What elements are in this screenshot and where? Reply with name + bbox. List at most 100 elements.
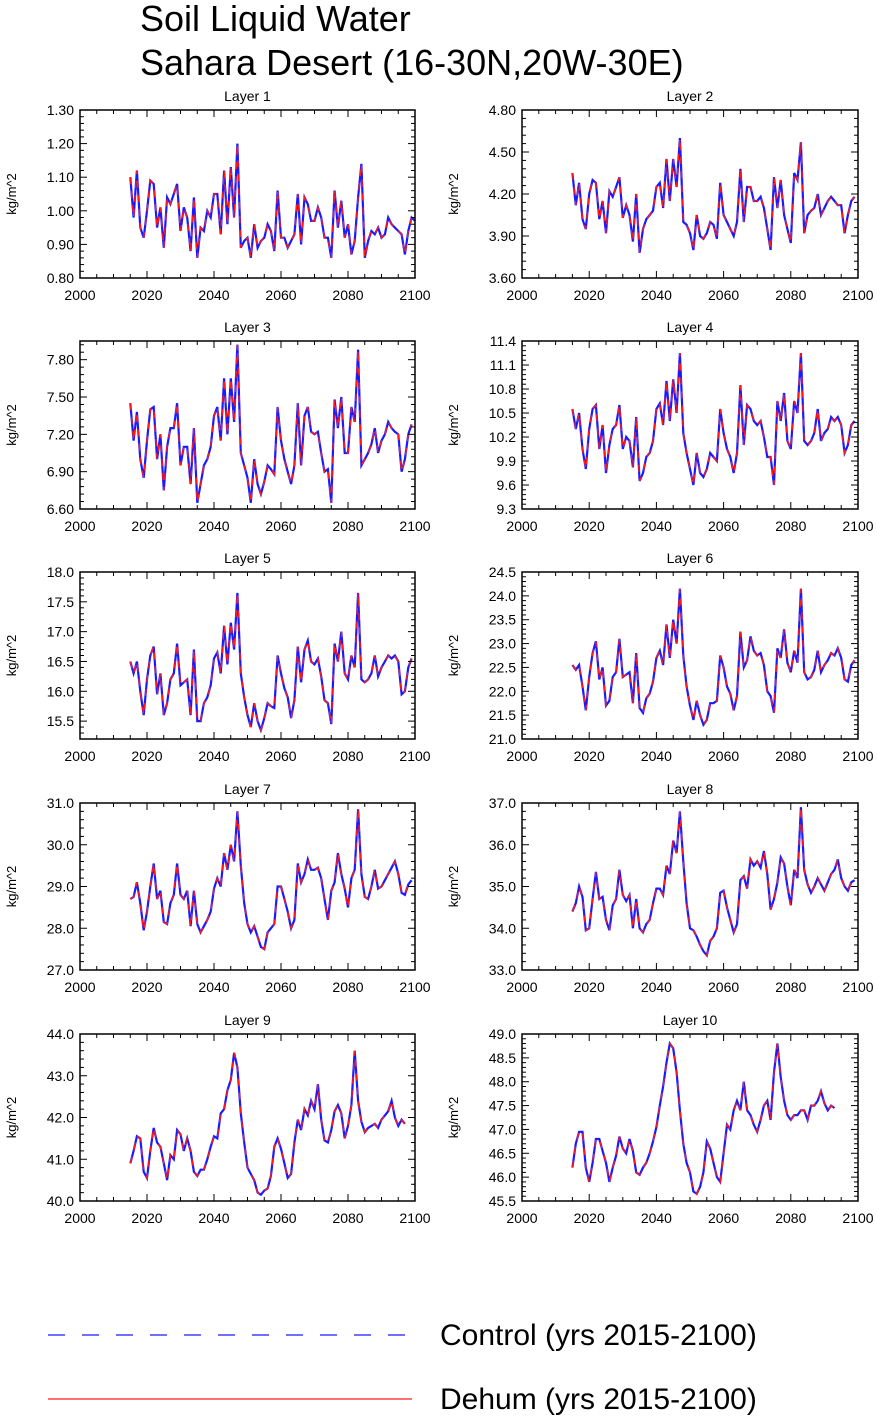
layer-5-y-tick-label: 16.0 [47, 683, 74, 699]
layer-9-x-tick-label: 2060 [265, 1210, 296, 1226]
layer-2-control-series-line [571, 137, 856, 253]
layer-4-x-tick-label: 2040 [641, 518, 672, 534]
layer-4-y-tick-label: 11.4 [490, 333, 516, 349]
layer-7-y-tick-label: 29.0 [47, 879, 74, 895]
layer-3-x-tick-label: 2040 [198, 518, 229, 534]
layer-3-dehum-series-line [129, 344, 413, 503]
layer-2-y-tick-label: 4.80 [489, 102, 516, 118]
layer-7-y-tick-label: 27.0 [47, 962, 74, 978]
layer-8-x-tick-label: 2000 [506, 979, 537, 995]
layer-3-x-tick-label: 2000 [64, 518, 95, 534]
layer-3-x-tick-label: 2060 [265, 518, 296, 534]
layer-4-x-tick-label: 2080 [775, 518, 806, 534]
layer-1-y-tick-label: 0.80 [47, 270, 74, 286]
layer-9-x-tick-label: 2020 [131, 1210, 162, 1226]
layer-5-x-tick-label: 2080 [332, 748, 363, 764]
layer-8-y-tick-label: 35.0 [489, 879, 516, 895]
layer-2-y-tick-label: 4.50 [489, 144, 516, 160]
layer-7-dehum-series-line [129, 809, 413, 951]
panel-layer-1: 2000 2020 2040 2060 2080 2100 0.80 0.90 1.00 1.10… [4, 88, 431, 303]
layer-2-title: Layer 2 [667, 88, 714, 104]
layer-6-x-tick-label: 2040 [641, 748, 672, 764]
layer-5-dehum-series-line [129, 592, 413, 733]
layer-10-x-tick-label: 2040 [641, 1210, 672, 1226]
layer-6-title: Layer 6 [667, 550, 714, 566]
layer-8-y-axis-label: kg/m^2 [446, 866, 461, 908]
layer-8-y-tick-label: 34.0 [489, 920, 516, 936]
layer-6-x-tick-label: 2060 [708, 748, 739, 764]
layer-5-y-tick-label: 17.5 [47, 594, 74, 610]
layer-4-y-tick-label: 9.9 [497, 453, 517, 469]
layer-1-x-tick-label: 2060 [265, 287, 296, 303]
layer-1-y-tick-label: 1.00 [47, 203, 74, 219]
layer-6-y-tick-label: 23.0 [489, 636, 516, 652]
layer-7-control-series-line [129, 809, 413, 951]
layer-4-dehum-series-line [571, 352, 856, 486]
layer-10-x-tick-label: 2020 [574, 1210, 605, 1226]
layer-10-title: Layer 10 [663, 1012, 718, 1028]
layer-3-x-tick-label: 2080 [332, 518, 363, 534]
layer-10-x-tick-label: 2080 [775, 1210, 806, 1226]
layer-4-title: Layer 4 [667, 319, 714, 335]
layer-10-y-tick-label: 45.5 [489, 1193, 516, 1209]
layer-4-y-axis-label: kg/m^2 [446, 404, 461, 446]
layer-10-y-axis-label: kg/m^2 [446, 1097, 461, 1139]
layer-4-plot-frame [521, 340, 859, 510]
layer-4-x-tick-label: 2060 [708, 518, 739, 534]
layer-2-x-tick-label: 2060 [708, 287, 739, 303]
layer-10-x-tick-label: 2100 [842, 1210, 873, 1226]
panel-layer-6: 2000 2020 2040 2060 2080 2100 21.0 21.5 22.0 22.5… [446, 550, 874, 764]
layer-6-y-axis-label: kg/m^2 [446, 635, 461, 677]
layer-5-control-series-line [129, 592, 413, 734]
layer-6-dehum-series-line [571, 588, 856, 727]
layer-8-x-tick-label: 2100 [842, 979, 873, 995]
layer-8-y-tick-label: 37.0 [489, 795, 516, 811]
layer-8-x-tick-label: 2020 [574, 979, 605, 995]
layer-8-y-tick-label: 36.0 [489, 837, 516, 853]
layer-9-y-tick-label: 43.0 [47, 1068, 74, 1084]
panel-layer-4: 2000 2020 2040 2060 2080 2100 9.3 9.6 9.9 10.2 10.… [446, 319, 874, 534]
layer-3-x-tick-label: 2100 [399, 518, 430, 534]
layer-9-title: Layer 9 [224, 1012, 271, 1028]
layer-4-y-tick-label: 10.5 [489, 405, 516, 421]
layer-9-control-series-line [129, 1050, 406, 1197]
layer-3-title: Layer 3 [224, 319, 271, 335]
layer-10-dehum-series-line [571, 1041, 835, 1195]
layer-9-plot-frame [79, 1033, 416, 1202]
layer-6-y-tick-label: 22.5 [489, 659, 516, 675]
layer-3-y-tick-label: 6.90 [47, 464, 74, 480]
layer-1-y-tick-label: 1.10 [47, 169, 74, 185]
layer-5-y-tick-label: 15.5 [47, 713, 74, 729]
layer-10-x-tick-label: 2000 [506, 1210, 537, 1226]
layer-2-y-tick-label: 3.90 [489, 228, 516, 244]
panel-layer-2: 2000 2020 2040 2060 2080 2100 3.60 3.90 4.20 4.50… [446, 88, 874, 303]
layer-4-y-tick-label: 10.2 [489, 429, 516, 445]
panel-layer-7: 2000 2020 2040 2060 2080 2100 27.0 28.0 29.0 30.0… [4, 781, 431, 995]
layer-3-y-tick-label: 6.60 [47, 501, 74, 517]
panel-layer-8: 2000 2020 2040 2060 2080 2100 33.0 34.0 35.0 36.0… [446, 781, 874, 995]
layer-3-y-axis-label: kg/m^2 [4, 404, 19, 446]
legend: Control (yrs 2015-2100) Dehum (yrs 2015-… [48, 1319, 757, 1416]
layer-5-y-axis-label: kg/m^2 [4, 635, 19, 677]
layer-2-x-tick-label: 2080 [775, 287, 806, 303]
layer-10-y-tick-label: 48.0 [489, 1074, 516, 1090]
layer-3-y-tick-label: 7.50 [47, 389, 74, 405]
layer-6-y-tick-label: 21.0 [489, 731, 516, 747]
layer-8-x-tick-label: 2060 [708, 979, 739, 995]
layer-6-y-tick-label: 24.5 [489, 564, 516, 580]
layer-5-x-tick-label: 2000 [64, 748, 95, 764]
layer-7-x-tick-label: 2000 [64, 979, 95, 995]
layer-1-control-series-line [129, 143, 416, 259]
layer-4-y-tick-label: 11.1 [490, 357, 516, 373]
layer-2-y-tick-label: 3.60 [489, 270, 516, 286]
layer-6-x-tick-label: 2100 [842, 748, 873, 764]
layer-6-x-tick-label: 2000 [506, 748, 537, 764]
layer-8-y-tick-label: 33.0 [489, 962, 516, 978]
layer-7-x-tick-label: 2080 [332, 979, 363, 995]
layer-8-control-series-line [571, 807, 856, 958]
layer-5-x-tick-label: 2020 [131, 748, 162, 764]
layer-6-y-tick-label: 22.0 [489, 683, 516, 699]
layer-10-control-series-line [571, 1040, 836, 1196]
layer-1-y-tick-label: 1.30 [47, 102, 74, 118]
layer-6-plot-frame [521, 571, 859, 740]
